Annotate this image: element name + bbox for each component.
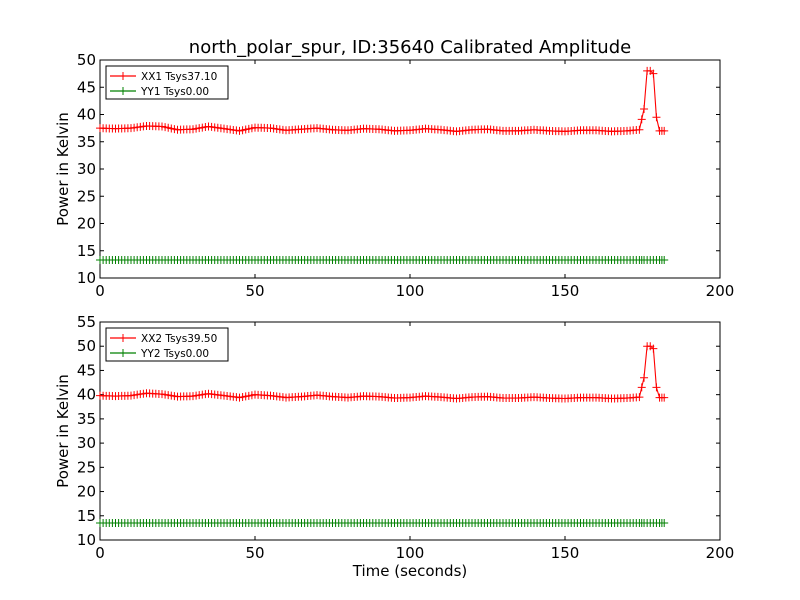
series-markers-xx bbox=[96, 66, 669, 136]
y-tick-label: 20 bbox=[77, 483, 96, 501]
legend-entry-label: YY2 Tsys0.00 bbox=[140, 348, 209, 360]
data-point-marker bbox=[640, 105, 649, 114]
y-tick-label: 50 bbox=[77, 337, 96, 355]
x-tick-label: 0 bbox=[95, 544, 105, 562]
x-tick-label: 50 bbox=[245, 544, 264, 562]
legend-entry-label: XX1 Tsys37.10 bbox=[141, 71, 217, 83]
x-tick-label: 200 bbox=[706, 282, 735, 300]
legend-entry-label: YY1 Tsys0.00 bbox=[140, 86, 209, 98]
x-tick-label: 0 bbox=[95, 282, 105, 300]
data-point-marker bbox=[640, 373, 649, 382]
x-tick-label: 100 bbox=[396, 544, 425, 562]
data-point-marker bbox=[660, 256, 669, 265]
y-tick-label: 45 bbox=[77, 78, 96, 96]
legend: XX2 Tsys39.50 YY2 Tsys0.00 bbox=[105, 327, 229, 362]
y-tick-label: 40 bbox=[77, 386, 96, 404]
y-tick-label: 35 bbox=[77, 410, 96, 428]
legend-swatch-marker bbox=[119, 349, 127, 357]
data-point-marker bbox=[649, 344, 658, 353]
y-tick-label: 15 bbox=[77, 242, 96, 260]
top-plot: 0 50 100 150 200 10 15 20 25 30 35 40 45 50 Power in K… bbox=[54, 51, 734, 300]
data-point-marker bbox=[637, 115, 646, 124]
x-tick-label: 150 bbox=[551, 544, 580, 562]
y-tick-label: 45 bbox=[77, 361, 96, 379]
data-point-marker bbox=[660, 519, 669, 528]
y-tick-label: 10 bbox=[77, 269, 96, 287]
y-axis-label: Power in Kelvin bbox=[54, 374, 72, 488]
y-tick-label: 40 bbox=[77, 106, 96, 124]
y-tick-label: 30 bbox=[77, 160, 96, 178]
data-point-marker bbox=[635, 393, 644, 402]
legend-box bbox=[105, 327, 229, 362]
legend-swatch-marker bbox=[119, 87, 127, 95]
y-tick-label: 25 bbox=[77, 187, 96, 205]
series-markers-xx bbox=[96, 342, 669, 403]
y-tick-label: 20 bbox=[77, 215, 96, 233]
x-tick-label: 200 bbox=[706, 544, 735, 562]
y-tick-label: 10 bbox=[77, 531, 96, 549]
x-tick-label: 50 bbox=[245, 282, 264, 300]
y-tick-label: 15 bbox=[77, 507, 96, 525]
y-tick-label: 50 bbox=[77, 51, 96, 69]
legend-entry-label: XX2 Tsys39.50 bbox=[141, 333, 217, 345]
x-axis-label: Time (seconds) bbox=[352, 562, 468, 580]
y-tick-label: 55 bbox=[77, 313, 96, 331]
data-point-marker bbox=[652, 113, 661, 122]
legend-swatch-marker bbox=[119, 334, 127, 342]
data-point-marker bbox=[652, 383, 661, 392]
y-tick-label: 25 bbox=[77, 458, 96, 476]
series-markers-yy bbox=[96, 256, 669, 265]
x-tick-label: 150 bbox=[551, 282, 580, 300]
data-point-marker bbox=[649, 69, 658, 78]
data-point-marker bbox=[635, 125, 644, 134]
bottom-plot: 0 50 100 150 200 10 15 20 25 30 35 40 45 50 55 Power in… bbox=[54, 313, 734, 580]
figure-title: north_polar_spur, ID:35640 Calibrated Am… bbox=[189, 37, 631, 58]
data-point-marker bbox=[660, 393, 669, 402]
legend-swatch-marker bbox=[119, 72, 127, 80]
legend-box bbox=[105, 65, 229, 100]
y-tick-label: 35 bbox=[77, 133, 96, 151]
y-axis-label: Power in Kelvin bbox=[54, 112, 72, 226]
data-point-marker bbox=[637, 383, 646, 392]
y-tick-label: 30 bbox=[77, 434, 96, 452]
x-tick-label: 100 bbox=[396, 282, 425, 300]
series-markers-yy bbox=[96, 519, 669, 528]
legend: XX1 Tsys37.10 YY1 Tsys0.00 bbox=[105, 65, 229, 100]
data-point-marker bbox=[660, 126, 669, 135]
